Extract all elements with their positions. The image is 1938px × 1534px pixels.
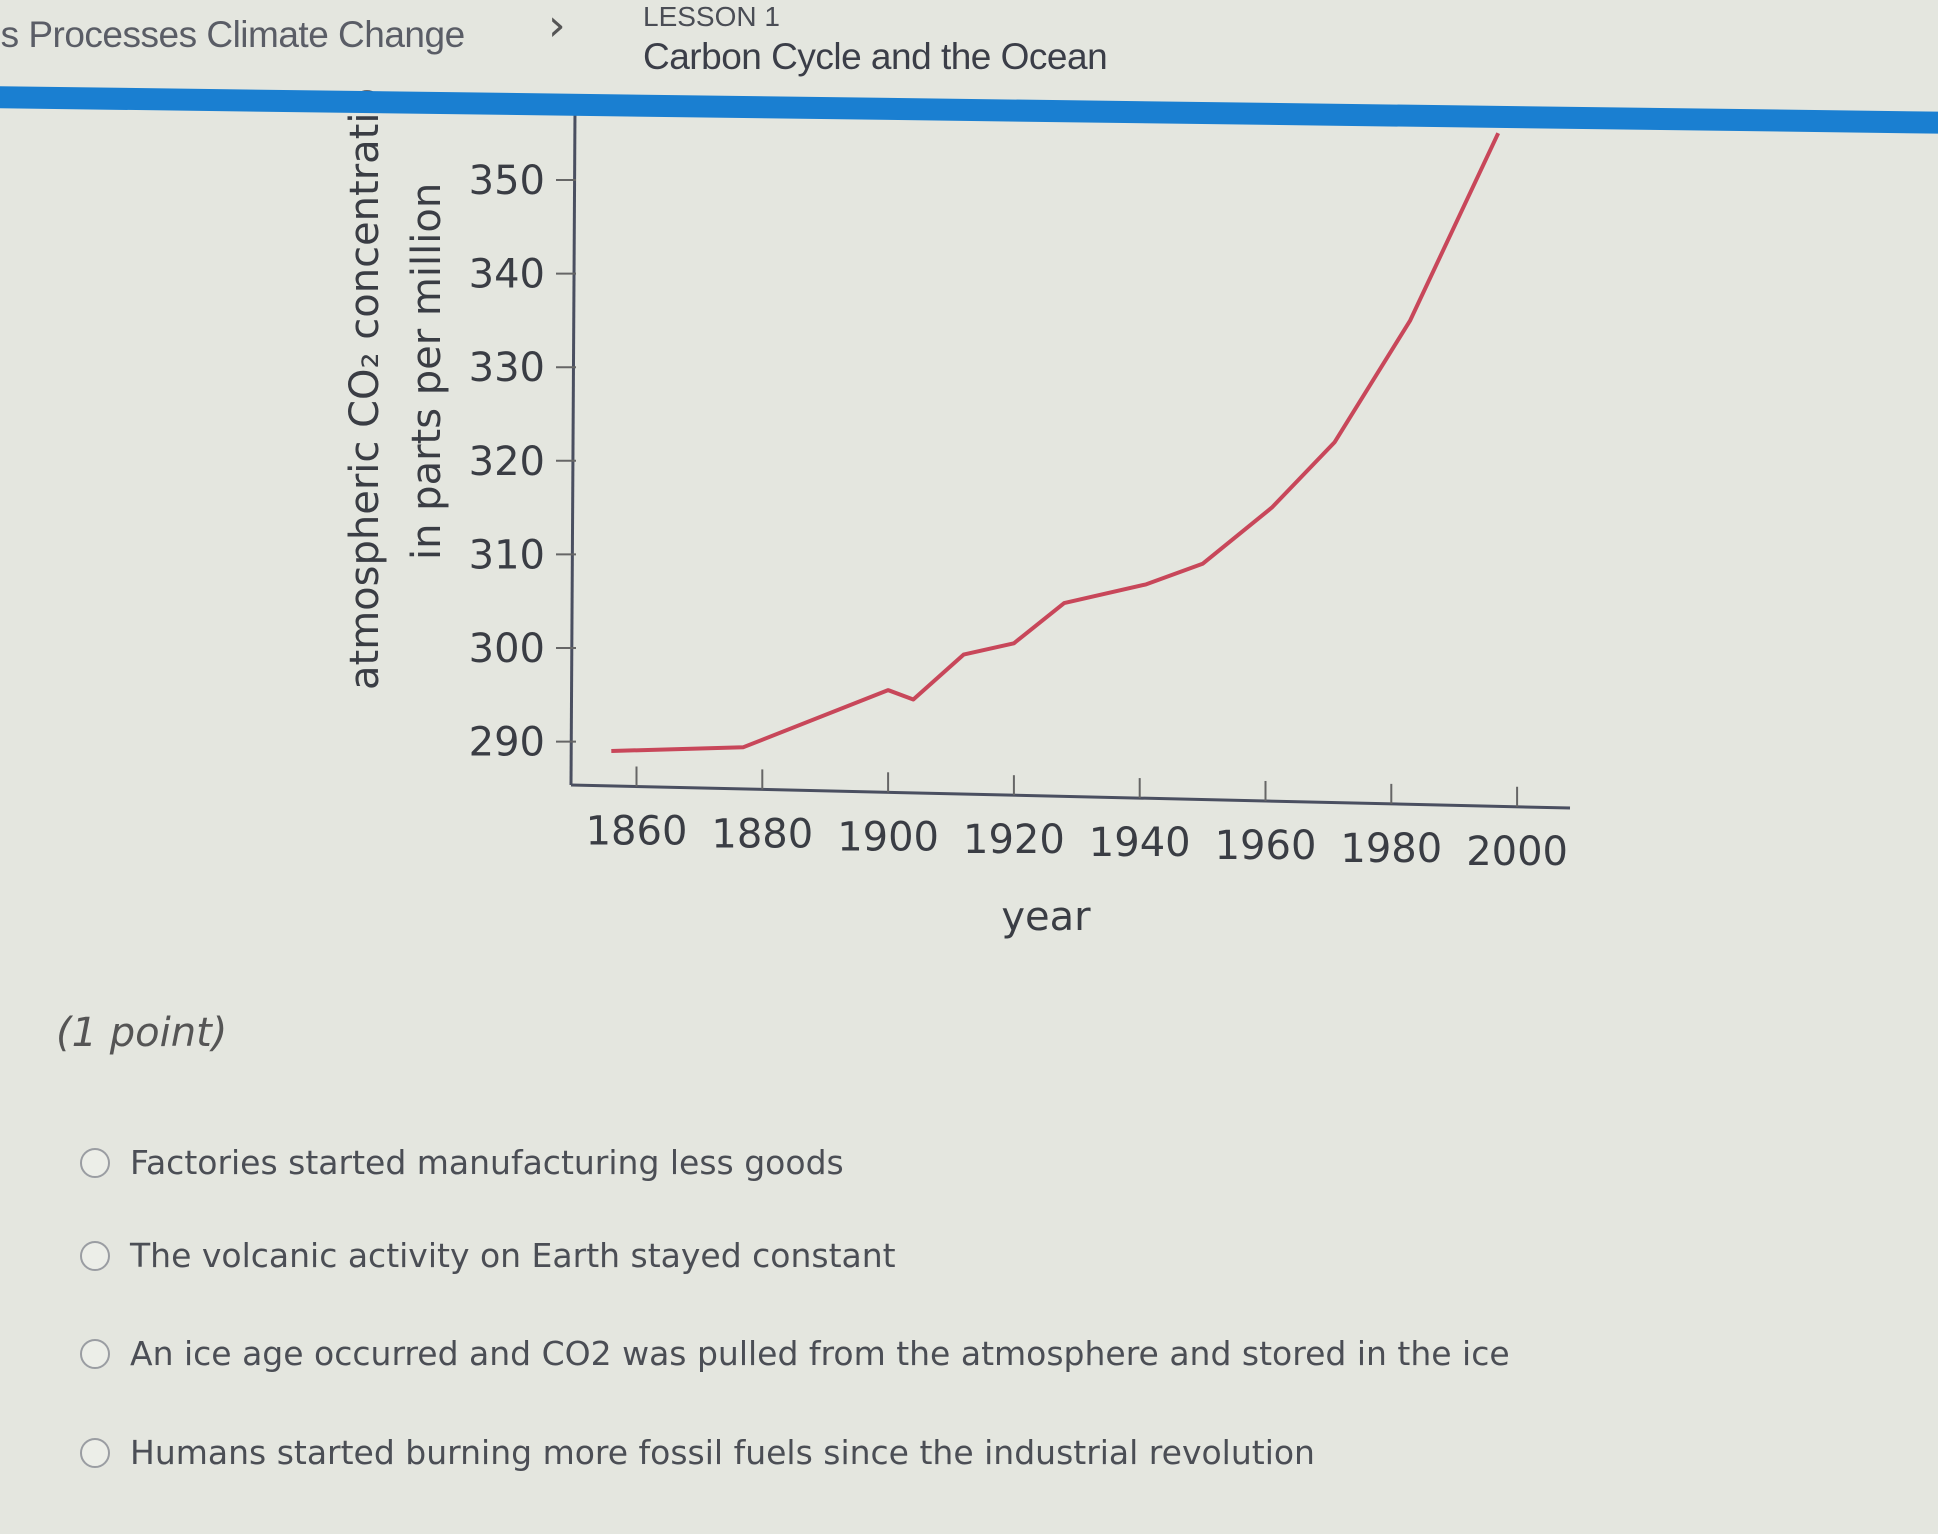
y-tick-label: 290 bbox=[469, 720, 545, 766]
x-tick-label: 1940 bbox=[1089, 820, 1191, 866]
option-label: An ice age occurred and CO2 was pulled f… bbox=[130, 1334, 1510, 1373]
option-label: Factories started manufacturing less goo… bbox=[130, 1143, 844, 1182]
x-tick-label: 1960 bbox=[1215, 823, 1317, 869]
radio-button[interactable] bbox=[80, 1240, 110, 1271]
x-tick-label: 2000 bbox=[1466, 829, 1568, 875]
y-tick-label: 340 bbox=[469, 252, 545, 298]
x-tick-label: 1900 bbox=[837, 814, 939, 860]
answer-option-4[interactable]: Humans started burning more fossil fuels… bbox=[80, 1433, 1315, 1472]
option-label: Humans started burning more fossil fuels… bbox=[130, 1433, 1315, 1472]
x-tick-label: 1860 bbox=[586, 809, 688, 855]
x-tick-label: 1920 bbox=[963, 817, 1065, 863]
lesson-label: LESSON 1 bbox=[643, 1, 780, 32]
answer-option-1[interactable]: Factories started manufacturing less goo… bbox=[80, 1143, 844, 1182]
question-points: (1 point) bbox=[56, 1010, 228, 1056]
answer-option-2[interactable]: The volcanic activity on Earth stayed co… bbox=[80, 1236, 896, 1275]
y-tick-label: 300 bbox=[469, 626, 545, 672]
y-tick-label: 320 bbox=[469, 439, 545, 485]
x-tick-label: 1880 bbox=[711, 811, 813, 857]
x-tick-label: 1980 bbox=[1340, 826, 1442, 872]
answer-option-3[interactable]: An ice age occurred and CO2 was pulled f… bbox=[80, 1334, 1510, 1373]
x-axis-line bbox=[570, 783, 1571, 810]
chevron-right-icon: › bbox=[548, 0, 566, 51]
y-axis-label-units: in parts per million bbox=[404, 183, 450, 560]
y-axis-label: atmospheric CO₂ concentratio bbox=[342, 88, 388, 690]
y-tick-label: 330 bbox=[469, 345, 545, 391]
page-title: Carbon Cycle and the Ocean bbox=[643, 36, 1108, 77]
option-label: The volcanic activity on Earth stayed co… bbox=[130, 1236, 896, 1275]
x-axis-label: year bbox=[1001, 894, 1091, 940]
breadcrumb-unit[interactable]: 's Processes Climate Change bbox=[0, 14, 465, 55]
radio-button[interactable] bbox=[80, 1437, 110, 1468]
y-tick-label: 310 bbox=[469, 532, 545, 578]
y-tick-label: 350 bbox=[469, 158, 545, 204]
radio-button[interactable] bbox=[80, 1147, 110, 1178]
y-axis-line bbox=[569, 109, 577, 786]
co2-chart: 290 300 310 320 330 340 350 1860 1880 1900 1920 194… bbox=[342, 88, 1571, 940]
radio-button[interactable] bbox=[80, 1338, 110, 1369]
co2-series-line bbox=[611, 132, 1501, 753]
